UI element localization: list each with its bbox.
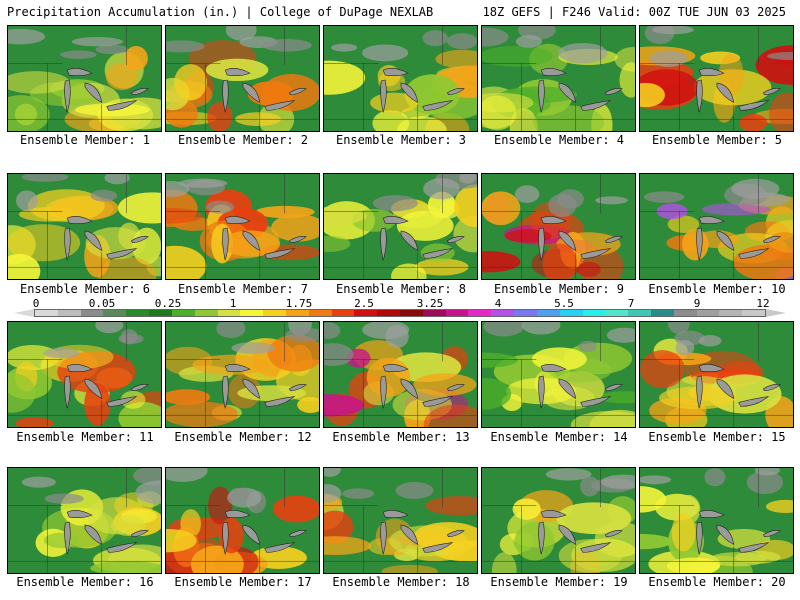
legend-color-swatch — [171, 310, 195, 316]
ensemble-member-map — [165, 173, 320, 280]
legend-color-swatch — [491, 310, 515, 316]
ensemble-member-label: Ensemble Member: 1 — [19, 133, 151, 147]
legend-tick-label: 5.5 — [554, 297, 574, 310]
ensemble-member-label: Ensemble Member: 7 — [177, 282, 309, 296]
ensemble-member-map — [7, 173, 162, 280]
ensemble-member-label: Ensemble Member: 5 — [651, 133, 783, 147]
precip-legend: 0 0.05 0.25 1 1.75 2.5 3.25 4 5.5 7 9 12 — [14, 297, 786, 321]
ensemble-member-label: Ensemble Member: 11 — [16, 430, 154, 444]
ensemble-member-map — [7, 25, 162, 132]
ensemble-member-map — [639, 321, 794, 428]
legend-color-swatch — [559, 310, 583, 316]
legend-tick-label: 2.5 — [354, 297, 374, 310]
legend-tick-label: 1.75 — [285, 297, 313, 310]
legend-color-swatch — [57, 310, 81, 316]
ensemble-member-map — [323, 467, 478, 574]
legend-right-arrow — [766, 309, 786, 317]
ensemble-member-label: Ensemble Member: 15 — [648, 430, 786, 444]
legend-tick-label: 3.25 — [416, 297, 444, 310]
ensemble-member-map — [7, 467, 162, 574]
ensemble-member-label: Ensemble Member: 6 — [19, 282, 151, 296]
ensemble-member-label: Ensemble Member: 18 — [332, 575, 470, 589]
legend-color-swatch — [628, 310, 651, 316]
legend-color-swatch — [103, 310, 127, 316]
legend-color-swatch — [650, 310, 674, 316]
ensemble-member-map — [481, 467, 636, 574]
legend-tick-label: 0 — [32, 297, 40, 310]
legend-color-swatch — [673, 310, 697, 316]
ensemble-member-map — [481, 321, 636, 428]
legend-color-swatch — [696, 310, 720, 316]
legend-color-swatch — [126, 310, 150, 316]
legend-tick-label: 0.05 — [88, 297, 116, 310]
legend-color-swatch — [719, 310, 743, 316]
legend-color-swatch — [605, 310, 629, 316]
ensemble-member-map — [481, 25, 636, 132]
ensemble-member-label: Ensemble Member: 13 — [332, 430, 470, 444]
legend-color-swatch — [468, 310, 492, 316]
legend-color-swatch — [400, 310, 423, 316]
ensemble-member-label: Ensemble Member: 8 — [335, 282, 467, 296]
ensemble-member-map — [323, 173, 478, 280]
ensemble-member-map — [165, 321, 320, 428]
legend-colorbar — [34, 309, 766, 317]
ensemble-member-map — [639, 173, 794, 280]
ensemble-member-label: Ensemble Member: 19 — [490, 575, 628, 589]
ensemble-member-label: Ensemble Member: 20 — [648, 575, 786, 589]
legend-tick-label: 12 — [756, 297, 770, 310]
ensemble-member-map — [7, 321, 162, 428]
ensemble-member-map — [639, 25, 794, 132]
legend-tick-label: 1 — [229, 297, 237, 310]
valid-time-title: 18Z GEFS | F246 Valid: 00Z TUE JUN 03 20… — [482, 5, 786, 19]
legend-color-swatch — [445, 310, 469, 316]
map-title: Precipitation Accumulation (in.) | Colle… — [7, 5, 434, 19]
legend-color-swatch — [240, 310, 264, 316]
ensemble-member-label: Ensemble Member: 9 — [493, 282, 625, 296]
legend-color-swatch — [514, 310, 537, 316]
legend-tick-label: 9 — [693, 297, 701, 310]
ensemble-member-label: Ensemble Member: 3 — [335, 133, 467, 147]
ensemble-member-label: Ensemble Member: 12 — [174, 430, 312, 444]
legend-left-arrow — [14, 309, 34, 317]
legend-color-swatch — [331, 310, 355, 316]
legend-color-swatch — [582, 310, 606, 316]
ensemble-member-label: Ensemble Member: 10 — [648, 282, 786, 296]
legend-color-swatch — [377, 310, 400, 316]
ensemble-member-label: Ensemble Member: 2 — [177, 133, 309, 147]
ensemble-member-label: Ensemble Member: 17 — [174, 575, 312, 589]
legend-color-swatch — [308, 310, 332, 316]
ensemble-member-label: Ensemble Member: 16 — [16, 575, 154, 589]
ensemble-member-map — [639, 467, 794, 574]
ensemble-member-map — [165, 25, 320, 132]
legend-tick-label: 4 — [494, 297, 502, 310]
legend-color-swatch — [742, 310, 765, 316]
ensemble-member-label: Ensemble Member: 4 — [493, 133, 625, 147]
legend-tick-label: 7 — [627, 297, 635, 310]
legend-color-swatch — [285, 310, 309, 316]
legend-tick-label: 0.25 — [154, 297, 182, 310]
legend-color-swatch — [263, 310, 286, 316]
legend-color-swatch — [149, 310, 172, 316]
legend-color-swatch — [422, 310, 446, 316]
ensemble-member-label: Ensemble Member: 14 — [490, 430, 628, 444]
ensemble-member-map — [481, 173, 636, 280]
ensemble-member-map — [165, 467, 320, 574]
ensemble-member-map — [323, 321, 478, 428]
legend-color-swatch — [536, 310, 560, 316]
legend-color-swatch — [354, 310, 378, 316]
ensemble-member-map — [323, 25, 478, 132]
legend-color-swatch — [217, 310, 241, 316]
legend-color-swatch — [35, 310, 58, 316]
legend-color-swatch — [80, 310, 104, 316]
legend-color-swatch — [194, 310, 218, 316]
